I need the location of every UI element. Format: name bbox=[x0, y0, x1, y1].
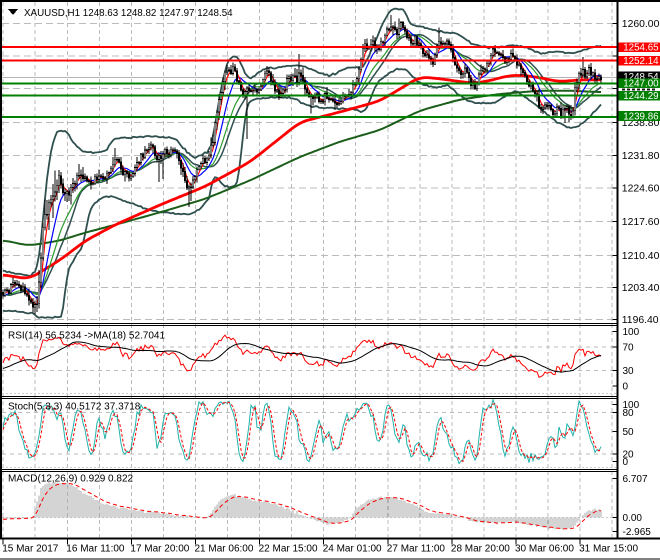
svg-text:0.00: 0.00 bbox=[623, 513, 643, 524]
svg-text:21 Mar 06:00: 21 Mar 06:00 bbox=[195, 544, 254, 555]
svg-text:1252.14: 1252.14 bbox=[623, 56, 659, 67]
svg-text:28 Mar 20:00: 28 Mar 20:00 bbox=[451, 544, 510, 555]
svg-text:1217.60: 1217.60 bbox=[622, 217, 660, 228]
svg-text:16 Mar 11:00: 16 Mar 11:00 bbox=[66, 544, 125, 555]
svg-text:XAUUSD,H1 1248.63 1248.82 124: XAUUSD,H1 1248.63 1248.82 1247.97 1248.5… bbox=[24, 8, 233, 19]
svg-text:31 Mar 15:00: 31 Mar 15:00 bbox=[579, 544, 638, 555]
svg-text:6.707: 6.707 bbox=[623, 474, 648, 485]
svg-text:80: 80 bbox=[623, 408, 635, 419]
svg-text:1238.80: 1238.80 bbox=[622, 118, 660, 129]
svg-text:100: 100 bbox=[623, 327, 640, 338]
svg-text:0: 0 bbox=[623, 382, 629, 393]
svg-text:30: 30 bbox=[623, 366, 635, 377]
svg-text:22 Mar 15:00: 22 Mar 15:00 bbox=[259, 544, 318, 555]
svg-text:1210.40: 1210.40 bbox=[622, 251, 660, 262]
svg-text:50: 50 bbox=[623, 427, 635, 438]
svg-text:1224.60: 1224.60 bbox=[622, 184, 660, 195]
svg-text:1231.80: 1231.80 bbox=[622, 151, 660, 162]
svg-text:1247.00: 1247.00 bbox=[623, 79, 659, 90]
svg-text:20: 20 bbox=[623, 449, 635, 460]
svg-text:MACD(12,26,9) 0.929 0.822: MACD(12,26,9) 0.929 0.822 bbox=[8, 474, 134, 485]
svg-text:1196.40: 1196.40 bbox=[622, 315, 659, 326]
svg-text:17 Mar 20:00: 17 Mar 20:00 bbox=[130, 544, 189, 555]
svg-text:1203.40: 1203.40 bbox=[622, 283, 660, 294]
svg-text:RSI(14) 56.5234 ->MA(18) 52.7: RSI(14) 56.5234 ->MA(18) 52.7041 bbox=[8, 331, 165, 342]
svg-text:70: 70 bbox=[623, 343, 635, 354]
svg-text:24 Mar 01:00: 24 Mar 01:00 bbox=[323, 544, 382, 555]
svg-text:1260.00: 1260.00 bbox=[622, 19, 660, 30]
svg-text:0: 0 bbox=[623, 457, 629, 468]
svg-text:Stoch(5,3,3) 40.5172 37.3718: Stoch(5,3,3) 40.5172 37.3718 bbox=[8, 402, 141, 413]
svg-text:-2.965: -2.965 bbox=[623, 527, 652, 538]
svg-text:1248.54: 1248.54 bbox=[623, 72, 659, 83]
svg-text:100: 100 bbox=[623, 400, 640, 411]
svg-text:15 Mar 2017: 15 Mar 2017 bbox=[2, 544, 59, 555]
svg-text:1254.65: 1254.65 bbox=[623, 43, 659, 54]
svg-text:1239.86: 1239.86 bbox=[623, 111, 659, 122]
svg-text:30 Mar 06:00: 30 Mar 06:00 bbox=[515, 544, 574, 555]
svg-text:1244.29: 1244.29 bbox=[623, 91, 658, 102]
svg-text:27 Mar 11:00: 27 Mar 11:00 bbox=[387, 544, 446, 555]
